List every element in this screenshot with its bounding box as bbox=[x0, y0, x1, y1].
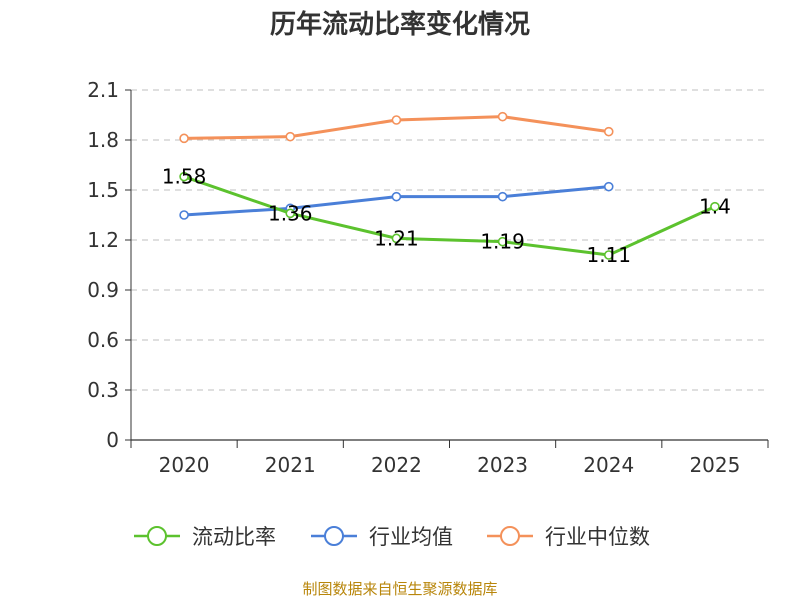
grid-layer bbox=[131, 89, 768, 391]
legend-marker bbox=[147, 526, 167, 546]
y-tick-label: 0.9 bbox=[87, 278, 119, 302]
y-tick-label: 0.6 bbox=[87, 328, 119, 352]
source-note: 制图数据来自恒生聚源数据库 bbox=[302, 580, 497, 598]
data-label: 1.58 bbox=[162, 165, 207, 189]
legend-item-0[interactable]: 流动比率 bbox=[134, 525, 276, 549]
data-point[interactable] bbox=[710, 201, 720, 212]
series-layer bbox=[179, 111, 720, 260]
data-point[interactable] bbox=[603, 126, 614, 137]
legend-label: 行业均值 bbox=[369, 525, 453, 549]
x-tick-label: 2025 bbox=[689, 453, 740, 477]
axis-layer: 0 0.3 0.6 0.9 1.2 1.5 1.8 2.1 2020 2021 2022 2023 20… bbox=[87, 78, 769, 477]
series-line-0 bbox=[183, 175, 716, 257]
data-point[interactable] bbox=[603, 181, 614, 192]
data-point[interactable] bbox=[391, 233, 402, 244]
data-point[interactable] bbox=[391, 115, 402, 125]
legend-label: 行业中位数 bbox=[545, 525, 650, 549]
y-tick-label: 1.2 bbox=[87, 228, 119, 252]
data-point[interactable] bbox=[179, 133, 189, 144]
y-tick-label: 1.5 bbox=[87, 178, 119, 202]
legend[interactable]: 流动比率 行业均值 行业中位数 bbox=[134, 525, 650, 549]
legend-item-2[interactable]: 行业中位数 bbox=[487, 525, 650, 549]
x-tick-label: 2024 bbox=[583, 453, 634, 477]
data-label: 1.21 bbox=[374, 226, 419, 250]
x-tick-label: 2020 bbox=[159, 453, 210, 477]
x-tick-label: 2023 bbox=[477, 453, 528, 477]
data-label: 1.11 bbox=[586, 243, 631, 267]
data-point[interactable] bbox=[391, 191, 402, 202]
chart-title: 历年流动比率变化情况 bbox=[270, 9, 530, 40]
data-label-layer: 1.58 1.36 1.21 1.19 1.11 1.4 bbox=[162, 165, 731, 267]
data-point[interactable] bbox=[603, 250, 614, 260]
data-point[interactable] bbox=[497, 111, 508, 122]
data-point[interactable] bbox=[497, 191, 508, 202]
y-tick-label: 0 bbox=[106, 428, 119, 452]
legend-label: 流动比率 bbox=[192, 525, 276, 549]
data-point[interactable] bbox=[179, 171, 189, 182]
data-point[interactable] bbox=[179, 210, 189, 220]
x-tick-label: 2021 bbox=[265, 453, 316, 477]
data-label: 1.19 bbox=[480, 230, 525, 254]
legend-marker bbox=[324, 526, 344, 546]
x-tick-label: 2022 bbox=[371, 453, 422, 477]
data-label: 1.36 bbox=[268, 201, 313, 225]
legend-item-1[interactable]: 行业均值 bbox=[311, 525, 453, 549]
data-point[interactable] bbox=[285, 131, 296, 142]
legend-marker bbox=[500, 526, 520, 546]
data-label: 1.4 bbox=[699, 195, 731, 219]
y-tick-label: 2.1 bbox=[87, 78, 119, 102]
data-point[interactable] bbox=[285, 208, 296, 219]
data-point[interactable] bbox=[497, 236, 508, 247]
y-tick-label: 0.3 bbox=[87, 378, 119, 402]
y-tick-label: 1.8 bbox=[87, 128, 119, 152]
